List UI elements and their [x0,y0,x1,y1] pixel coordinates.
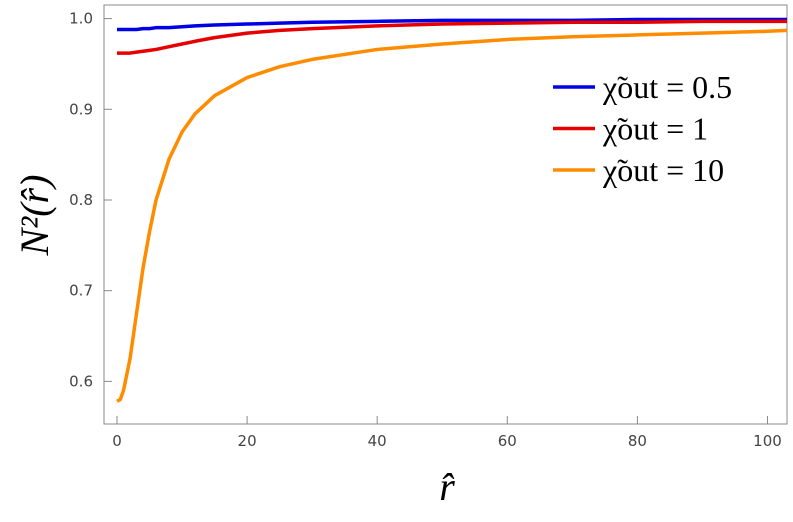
y-tick-label: 0.6 [69,372,93,390]
series-line [117,19,787,55]
x-tick-label: 60 [498,432,517,450]
x-tick-label: 0 [112,432,122,450]
y-tick-label: 0.8 [69,191,93,209]
x-tick-label: 80 [628,432,647,450]
y-tick-label: 1.0 [69,10,93,28]
legend-label: χ̃out = 10 [602,152,724,188]
x-axis-label: r̂ [439,464,455,509]
legend-label: χ̃out = 1 [602,111,708,147]
series-line [117,17,787,32]
y-tick-label: 0.9 [69,100,93,118]
series-line [116,28,788,403]
y-tick-label: 0.7 [69,282,93,300]
plot-frame [103,4,788,425]
x-tick-label: 40 [368,432,387,450]
x-tick-label: 20 [238,432,257,450]
y-axis-label: N²(r̂) [12,175,57,257]
x-tick-label: 100 [753,432,782,450]
legend-label: χ̃out = 0.5 [602,69,732,105]
